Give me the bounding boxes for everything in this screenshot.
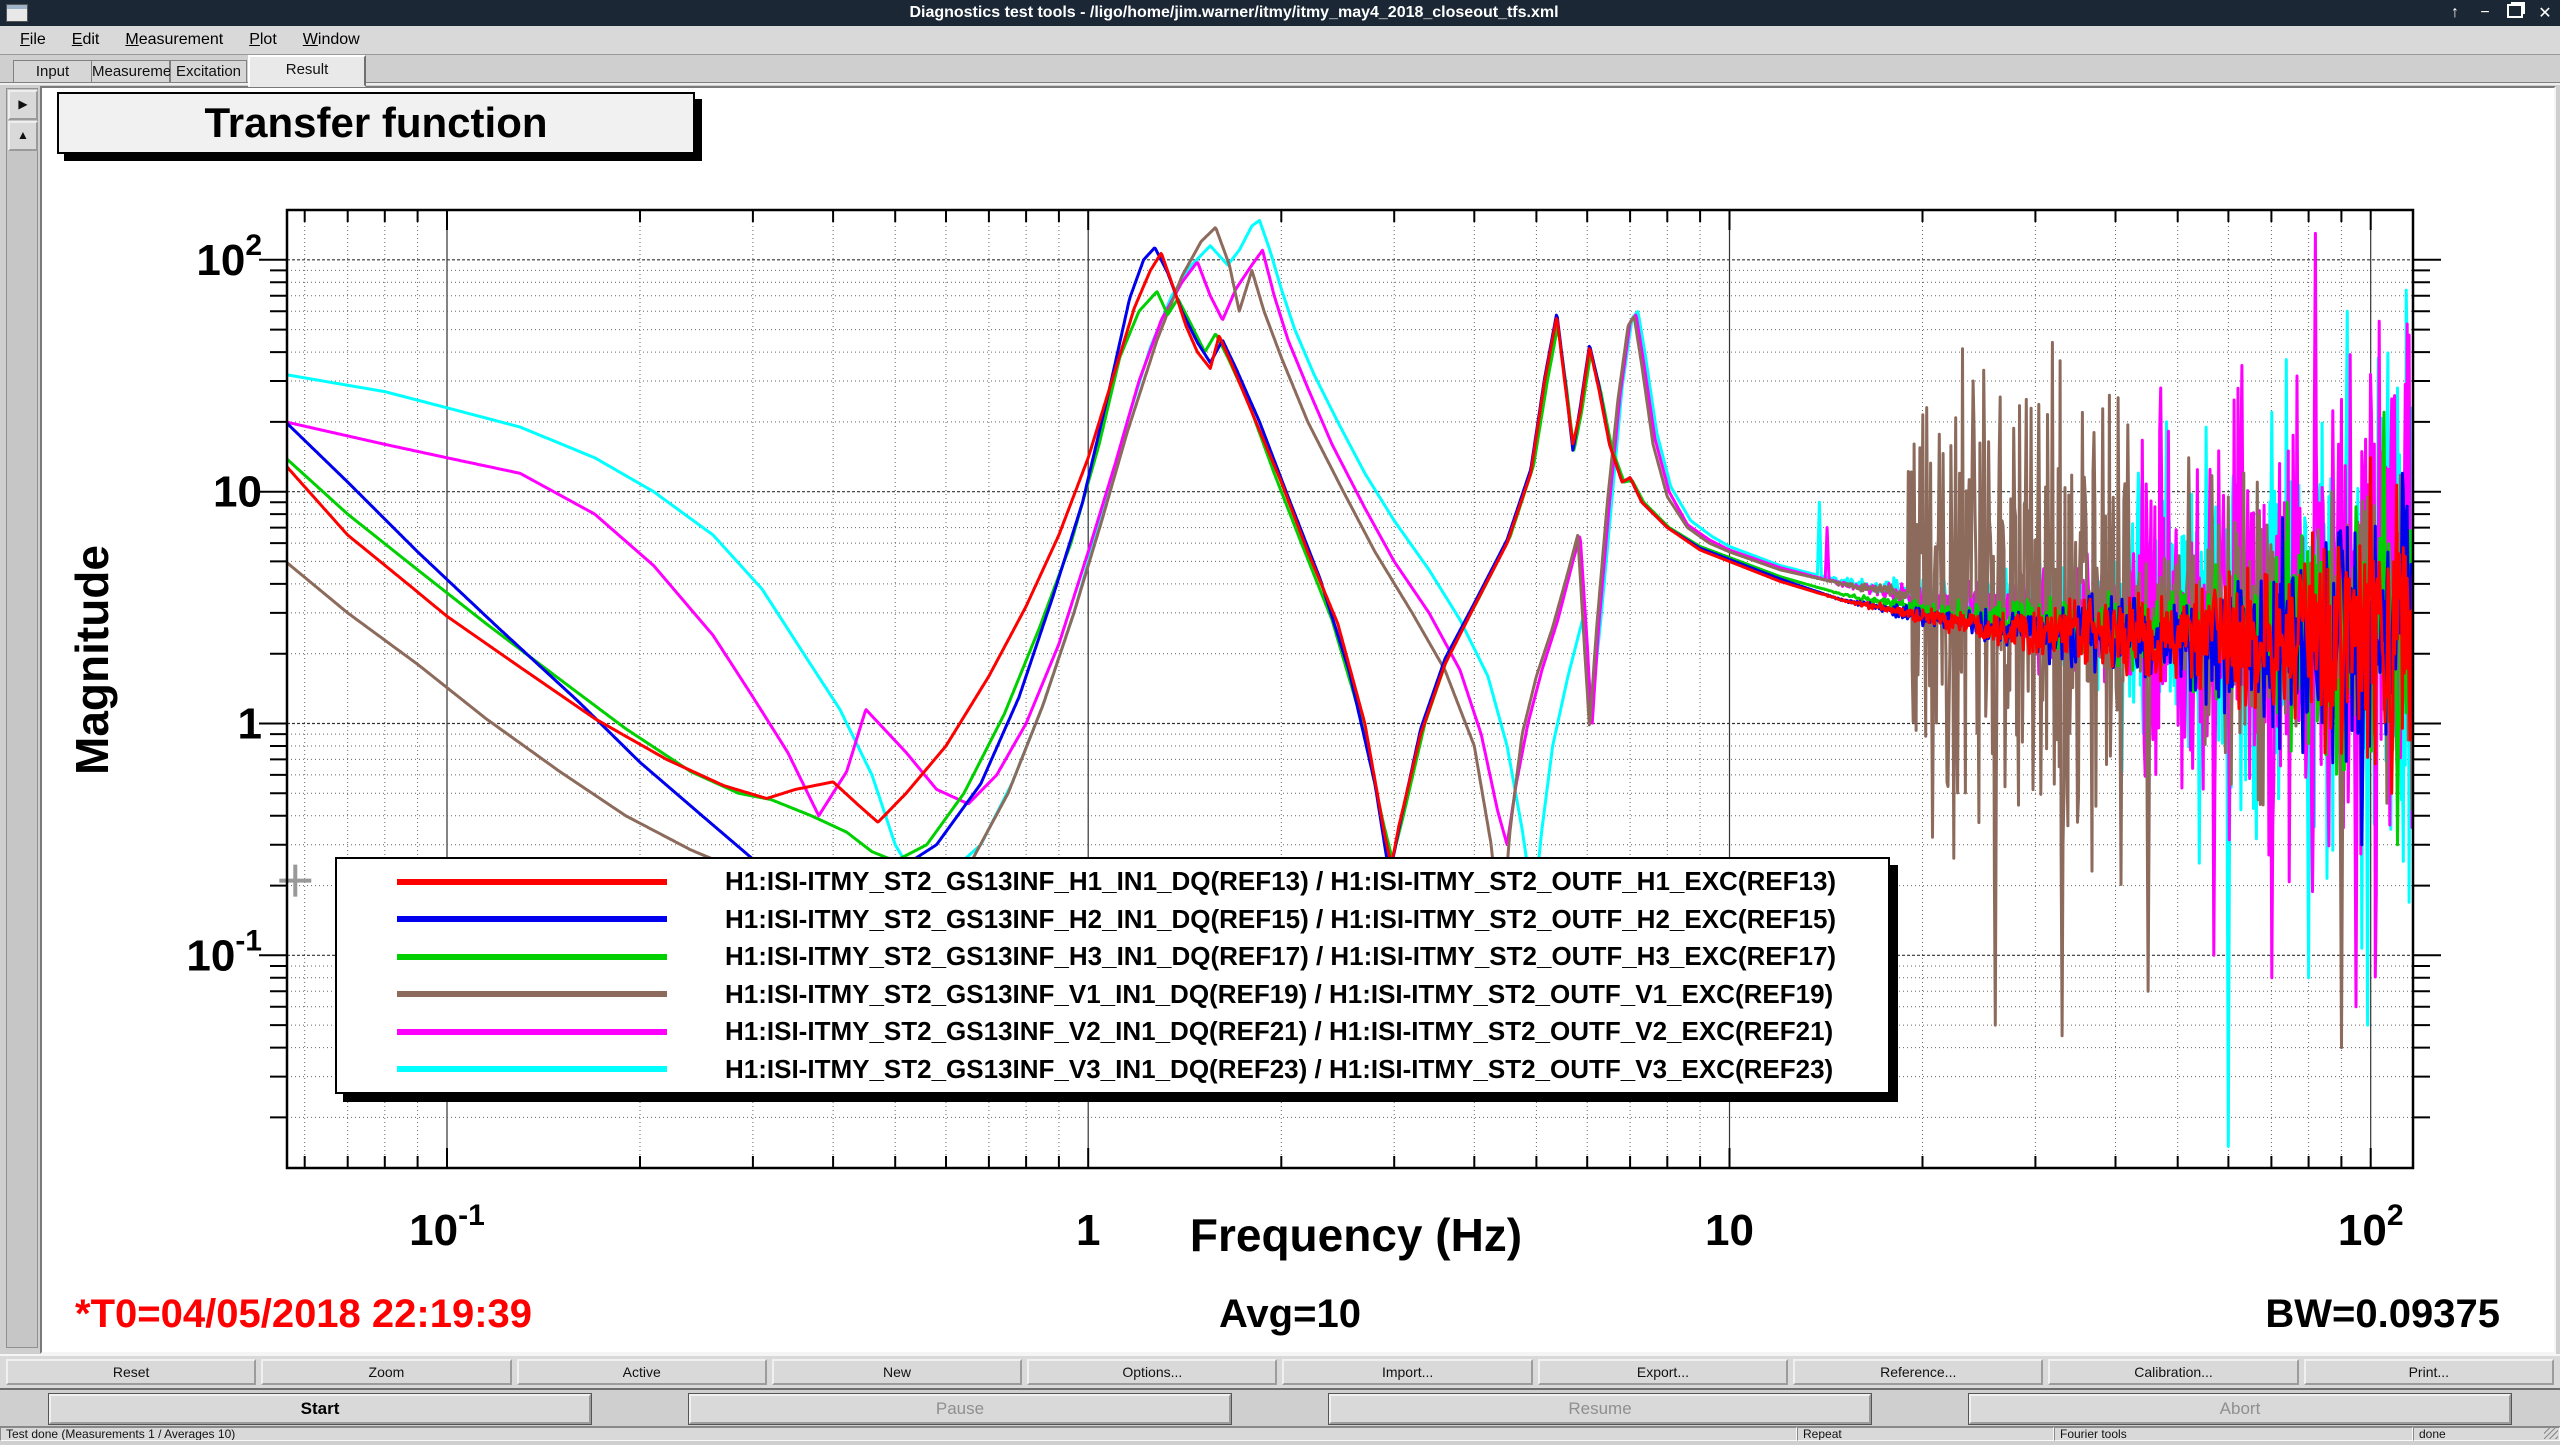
svg-text:102: 102 — [196, 229, 262, 285]
svg-text:10: 10 — [1705, 1206, 1754, 1255]
svg-text:10: 10 — [213, 468, 262, 517]
x-axis-label: Frequency (Hz) — [1056, 1208, 1656, 1262]
legend: H1:ISI-ITMY_ST2_GS13INF_H1_IN1_DQ(REF13)… — [335, 857, 1890, 1094]
legend-label: H1:ISI-ITMY_ST2_GS13INF_H1_IN1_DQ(REF13)… — [725, 866, 1836, 897]
svg-text:1: 1 — [238, 700, 262, 749]
legend-item: H1:ISI-ITMY_ST2_GS13INF_H1_IN1_DQ(REF13)… — [337, 865, 1888, 899]
cursor-cross-icon — [279, 865, 311, 897]
legend-label: H1:ISI-ITMY_ST2_GS13INF_V2_IN1_DQ(REF21)… — [725, 1016, 1833, 1047]
legend-item: H1:ISI-ITMY_ST2_GS13INF_H2_IN1_DQ(REF15)… — [337, 902, 1888, 936]
app-window: Diagnostics test tools - /ligo/home/jim.… — [0, 0, 2560, 1440]
legend-swatch — [397, 1029, 667, 1035]
svg-text:10-1: 10-1 — [409, 1199, 485, 1255]
legend-label: H1:ISI-ITMY_ST2_GS13INF_H3_IN1_DQ(REF17)… — [725, 941, 1836, 972]
legend-label: H1:ISI-ITMY_ST2_GS13INF_H2_IN1_DQ(REF15)… — [725, 904, 1836, 935]
t0-annotation: *T0=04/05/2018 22:19:39 — [75, 1292, 532, 1337]
legend-label: H1:ISI-ITMY_ST2_GS13INF_V3_IN1_DQ(REF23)… — [725, 1054, 1833, 1085]
tab-result[interactable]: Result — [248, 55, 366, 87]
legend-swatch — [397, 1066, 667, 1072]
legend-item: H1:ISI-ITMY_ST2_GS13INF_V1_IN1_DQ(REF19)… — [337, 977, 1888, 1011]
plot-heading: Transfer function — [57, 92, 695, 154]
svg-text:102: 102 — [2338, 1199, 2404, 1255]
bw-annotation: BW=0.09375 — [2000, 1292, 2500, 1337]
legend-item: H1:ISI-ITMY_ST2_GS13INF_V2_IN1_DQ(REF21)… — [337, 1015, 1888, 1049]
legend-item: H1:ISI-ITMY_ST2_GS13INF_H3_IN1_DQ(REF17)… — [337, 940, 1888, 974]
svg-text:10-1: 10-1 — [186, 924, 262, 980]
legend-item: H1:ISI-ITMY_ST2_GS13INF_V3_IN1_DQ(REF23)… — [337, 1052, 1888, 1086]
legend-swatch — [397, 991, 667, 997]
y-axis-label: Magnitude — [65, 360, 125, 960]
legend-swatch — [397, 916, 667, 922]
legend-label: H1:ISI-ITMY_ST2_GS13INF_V1_IN1_DQ(REF19)… — [725, 979, 1833, 1010]
legend-swatch — [397, 954, 667, 960]
legend-swatch — [397, 879, 667, 885]
avg-annotation: Avg=10 — [1090, 1292, 1490, 1337]
